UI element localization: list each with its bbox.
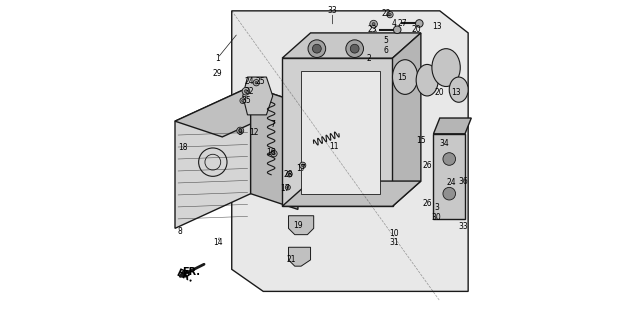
Text: 23: 23 xyxy=(367,25,377,34)
Text: 24: 24 xyxy=(244,77,254,86)
Circle shape xyxy=(271,150,277,157)
Polygon shape xyxy=(433,134,465,219)
Polygon shape xyxy=(282,33,421,58)
Text: 10: 10 xyxy=(389,229,399,238)
Circle shape xyxy=(300,162,306,169)
Polygon shape xyxy=(433,118,471,134)
Text: FR.: FR. xyxy=(182,267,200,278)
Text: 24: 24 xyxy=(446,178,456,187)
Text: 26: 26 xyxy=(422,161,432,170)
Circle shape xyxy=(242,100,244,102)
Text: 31: 31 xyxy=(389,238,399,247)
Text: 18: 18 xyxy=(178,143,188,152)
Circle shape xyxy=(301,164,304,167)
Text: 29: 29 xyxy=(212,69,222,79)
Text: 17: 17 xyxy=(296,164,306,173)
Text: 25: 25 xyxy=(255,77,265,86)
Ellipse shape xyxy=(392,60,418,94)
Text: 8: 8 xyxy=(177,227,182,236)
Text: 4: 4 xyxy=(392,19,397,28)
Text: 11: 11 xyxy=(330,142,339,151)
Text: 30: 30 xyxy=(432,213,442,222)
Polygon shape xyxy=(232,11,468,291)
Text: 13: 13 xyxy=(432,22,442,31)
Circle shape xyxy=(287,186,289,188)
Circle shape xyxy=(288,173,291,175)
Text: 17: 17 xyxy=(280,184,290,193)
Circle shape xyxy=(388,13,391,16)
Text: 33: 33 xyxy=(328,6,337,15)
Circle shape xyxy=(237,127,244,134)
Text: 6: 6 xyxy=(384,46,388,55)
Polygon shape xyxy=(301,71,380,194)
Circle shape xyxy=(350,44,359,53)
Text: 1: 1 xyxy=(215,54,220,63)
Text: 5: 5 xyxy=(384,36,388,45)
Circle shape xyxy=(372,23,375,25)
Text: 26: 26 xyxy=(422,199,432,208)
Text: 15: 15 xyxy=(397,73,407,81)
Text: 27: 27 xyxy=(397,19,407,28)
Ellipse shape xyxy=(449,77,468,102)
Text: 35: 35 xyxy=(241,96,251,105)
Text: 32: 32 xyxy=(244,87,254,96)
Text: 13: 13 xyxy=(451,88,460,97)
Circle shape xyxy=(244,90,248,93)
Text: 20: 20 xyxy=(412,25,421,34)
Circle shape xyxy=(443,153,456,165)
Text: 2: 2 xyxy=(367,54,371,63)
Text: 21: 21 xyxy=(287,255,296,264)
Circle shape xyxy=(443,187,456,200)
Text: 16: 16 xyxy=(266,148,276,157)
Text: 15: 15 xyxy=(416,135,426,145)
Polygon shape xyxy=(392,33,421,206)
Text: 7: 7 xyxy=(270,120,275,129)
Circle shape xyxy=(242,87,250,95)
Text: 36: 36 xyxy=(458,176,468,186)
Text: 12: 12 xyxy=(249,128,259,137)
Circle shape xyxy=(253,80,259,86)
Circle shape xyxy=(285,185,291,190)
Polygon shape xyxy=(282,58,392,206)
Text: 3: 3 xyxy=(434,203,439,212)
Ellipse shape xyxy=(432,49,460,86)
Circle shape xyxy=(239,129,242,132)
Polygon shape xyxy=(243,77,273,115)
Polygon shape xyxy=(175,86,251,228)
Text: 22: 22 xyxy=(381,10,391,18)
Text: 9: 9 xyxy=(237,128,242,137)
Circle shape xyxy=(287,171,292,177)
Polygon shape xyxy=(175,86,298,137)
Circle shape xyxy=(312,44,321,53)
Circle shape xyxy=(308,40,326,58)
Polygon shape xyxy=(289,216,314,235)
Circle shape xyxy=(273,152,275,155)
Polygon shape xyxy=(282,181,421,206)
Text: 34: 34 xyxy=(440,139,449,148)
Circle shape xyxy=(415,20,423,27)
Text: 14: 14 xyxy=(212,238,222,247)
Text: 33: 33 xyxy=(458,222,468,231)
Text: 28: 28 xyxy=(284,170,293,179)
Text: 19: 19 xyxy=(293,221,303,230)
Circle shape xyxy=(394,26,401,33)
Polygon shape xyxy=(289,247,310,266)
Circle shape xyxy=(346,40,364,58)
Text: FR.: FR. xyxy=(174,267,195,284)
Text: 20: 20 xyxy=(435,88,445,97)
Circle shape xyxy=(240,98,246,104)
Circle shape xyxy=(255,81,257,84)
Polygon shape xyxy=(251,86,298,210)
Circle shape xyxy=(387,11,393,18)
Circle shape xyxy=(370,20,378,28)
Ellipse shape xyxy=(416,65,438,96)
